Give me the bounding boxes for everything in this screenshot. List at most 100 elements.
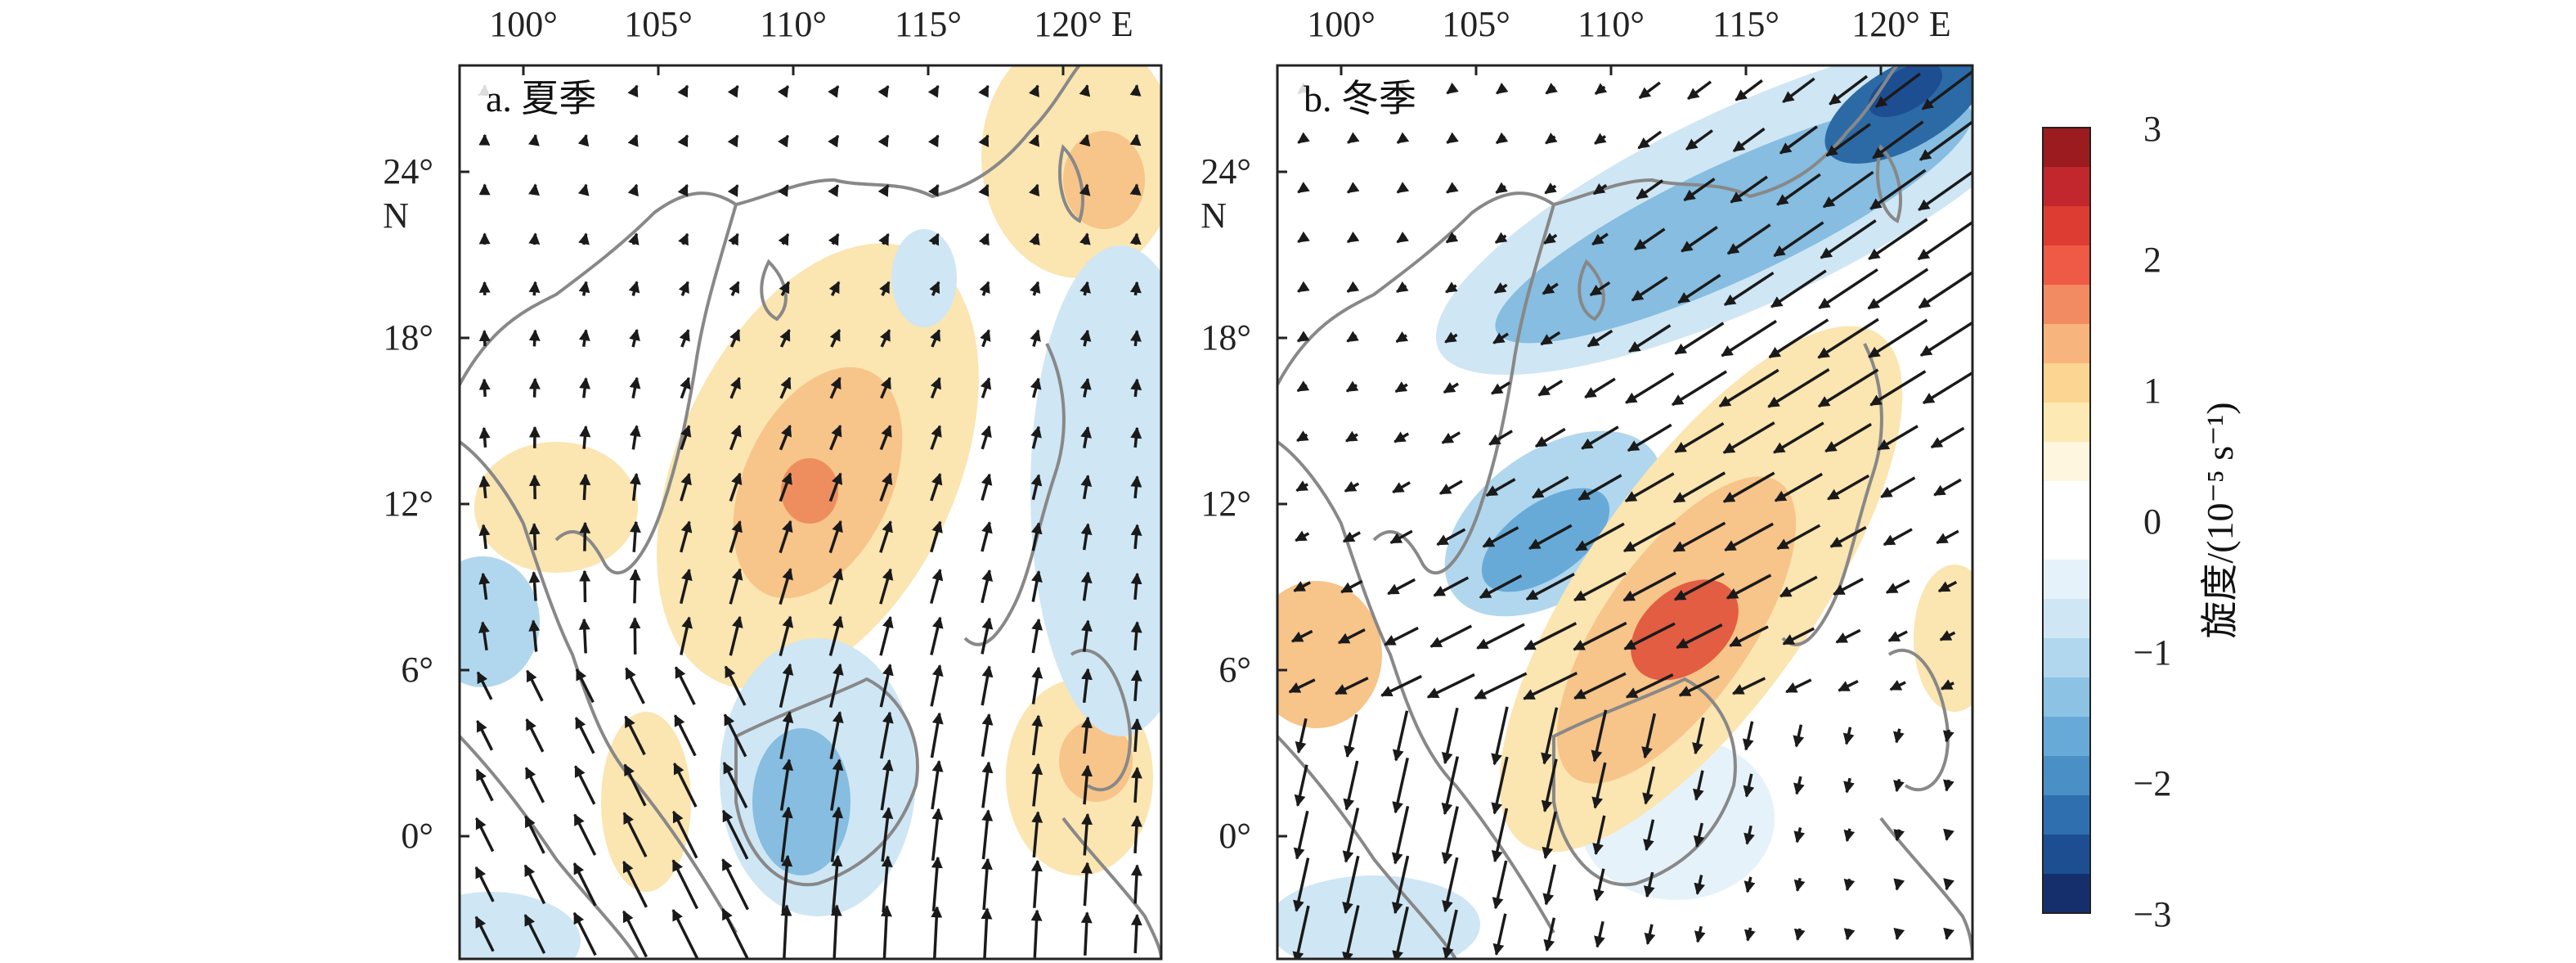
wind-vector (1672, 471, 1726, 504)
wind-vector (1392, 758, 1409, 814)
wind-vector (1674, 421, 1725, 454)
wind-vector (1744, 825, 1755, 845)
wind-vector (680, 568, 693, 605)
colorbar-swatch (2043, 245, 2090, 286)
wind-vector (981, 521, 993, 552)
wind-vector (729, 520, 743, 553)
wind-vector (929, 281, 940, 296)
colorbar-swatch (2043, 167, 2090, 207)
wind-vector (1685, 129, 1713, 151)
wind-vector (880, 905, 892, 959)
wind-vector (1384, 626, 1419, 646)
wind-vector (1693, 822, 1705, 848)
colorbar-swatch (2043, 560, 2090, 600)
wind-vector (779, 663, 794, 708)
coast-south-china (460, 65, 1081, 385)
wind-vector (1829, 525, 1867, 548)
wind-vector (1922, 371, 1972, 405)
wind-vector (629, 328, 640, 348)
coast-malay-peninsula (1277, 440, 1555, 934)
wind-vector (877, 85, 890, 98)
wind-vector (721, 809, 749, 860)
wind-vector (1491, 808, 1509, 863)
wind-vector (1676, 623, 1723, 650)
wind-vector (1129, 84, 1142, 97)
wind-vector (1893, 878, 1905, 891)
y-axis-winter: 24° N 18° 12° 6° 0° (1200, 151, 1287, 856)
wind-vector (1079, 377, 1092, 398)
panel-summer-label-bg (479, 75, 618, 124)
wind-vector (1793, 776, 1805, 795)
wind-vector (1625, 673, 1674, 699)
wind-vector (577, 183, 590, 196)
wind-vector (1442, 857, 1459, 913)
wind-vector (1479, 574, 1523, 599)
wind-vector (879, 664, 894, 708)
wind-vector (525, 718, 545, 753)
wind-vector (1694, 925, 1706, 943)
wind-vector (724, 665, 747, 706)
wind-vector (622, 812, 648, 857)
wind-vector (779, 711, 794, 759)
wind-vector (680, 376, 691, 399)
wind-vector (1030, 474, 1043, 501)
wind-vector (1872, 120, 1924, 160)
wind-vector (1130, 330, 1142, 347)
wind-vector (1079, 329, 1092, 347)
wind-vector (1581, 425, 1619, 450)
vort-pos-strong-band (1631, 579, 1739, 681)
wind-vector (1130, 426, 1142, 448)
wind-vector (1491, 706, 1509, 766)
wind-vector (779, 615, 794, 657)
panel-winter-label-bg (1297, 75, 1436, 124)
y-tick-label: 6° (401, 650, 433, 690)
vort-pos-weak-sumatra (601, 712, 691, 892)
wind-vector (1918, 270, 1972, 309)
wind-vector (728, 232, 739, 246)
wind-vector (927, 134, 940, 148)
wind-vector (1829, 74, 1869, 106)
wind-vector (524, 767, 545, 803)
wind-vector (828, 615, 844, 656)
wind-vector (829, 376, 841, 399)
wind-vector (1940, 679, 1954, 691)
wind-vector (1396, 281, 1409, 294)
wind-vector (1528, 524, 1573, 551)
wind-vector (1446, 132, 1459, 145)
wind-vector (1722, 471, 1775, 503)
wind-vector (1774, 472, 1823, 502)
wind-vector (1482, 526, 1519, 548)
wind-vector (673, 762, 698, 808)
coast-hainan (1577, 259, 1605, 322)
wind-vector (1292, 905, 1310, 959)
wind-vector (1917, 220, 1972, 261)
wind-vector (672, 810, 698, 859)
wind-vector (1295, 718, 1308, 754)
x-tick-label: 115° (895, 4, 962, 44)
wind-vector (1937, 580, 1958, 593)
wind-vector (1081, 668, 1093, 703)
wind-vector (1833, 578, 1864, 596)
vort-pos-mid-taiwan (1063, 131, 1145, 229)
wind-vector (1636, 179, 1664, 200)
wind-vector (671, 908, 699, 959)
wind-vector (879, 520, 893, 553)
coast-sulawesi (1061, 817, 1161, 959)
wind-vector (1080, 571, 1093, 601)
wind-vector (1129, 232, 1142, 245)
wind-vector (528, 377, 541, 398)
wind-vector (930, 569, 944, 605)
wind-vector (1391, 806, 1410, 865)
wind-vector (1290, 629, 1313, 643)
wind-vector (1492, 860, 1508, 910)
wind-vector (1031, 570, 1043, 602)
wind-vector (1776, 173, 1821, 206)
wind-vector (1491, 756, 1509, 815)
wind-vector (1534, 427, 1566, 448)
wind-vector (624, 715, 646, 756)
wind-vector (1843, 828, 1856, 843)
wind-vector (1772, 421, 1824, 454)
y-tick-label: 18° (1200, 317, 1251, 358)
coast-hainan (760, 259, 788, 322)
wind-vector (981, 809, 994, 860)
